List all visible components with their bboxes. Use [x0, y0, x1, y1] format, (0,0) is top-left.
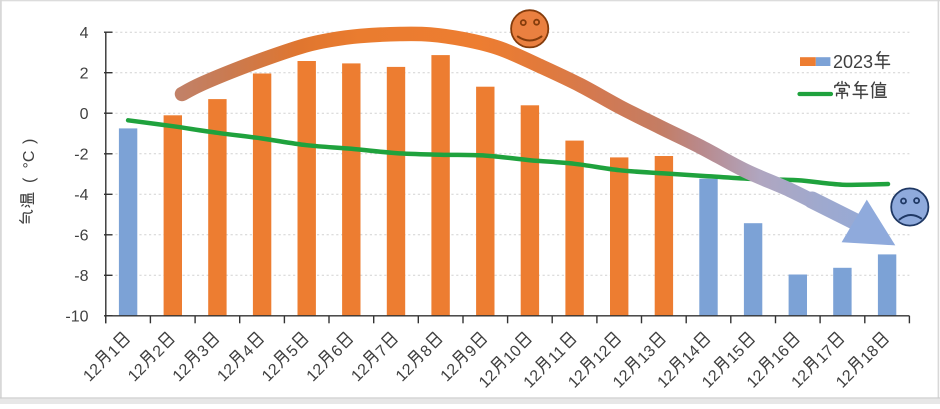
svg-text:-4: -4 [74, 187, 88, 204]
svg-text:2023: 2023 [833, 52, 873, 72]
svg-text:4: 4 [80, 25, 89, 42]
svg-text:): ) [21, 139, 38, 144]
svg-text:-6: -6 [74, 227, 88, 244]
svg-text:2: 2 [80, 65, 89, 82]
svg-text:0: 0 [80, 106, 89, 123]
svg-text:-2: -2 [74, 146, 88, 163]
svg-text:-10: -10 [65, 308, 88, 325]
svg-text:(: ( [21, 177, 38, 183]
svg-text:-8: -8 [74, 268, 88, 285]
svg-text:°C: °C [21, 151, 38, 169]
